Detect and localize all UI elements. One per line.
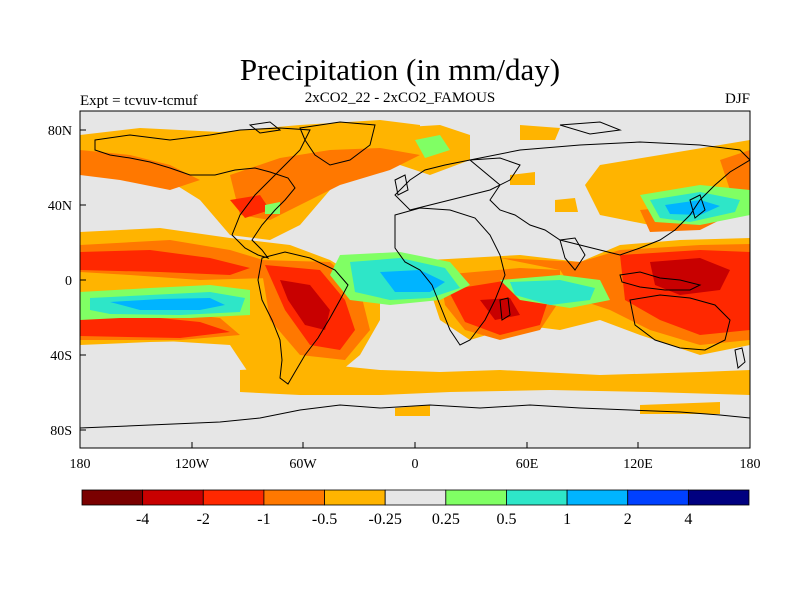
colorbar-swatch bbox=[142, 489, 204, 506]
colorbar: -4 -2 -1 -0.5 -0.25 0.25 0.5 1 2 4 bbox=[81, 489, 750, 528]
x-tick-label: 120W bbox=[175, 457, 210, 472]
contour-level-pos1 bbox=[110, 200, 720, 310]
map-plot-area bbox=[80, 111, 750, 448]
colorbar-swatch bbox=[384, 489, 447, 506]
colorbar-label: -1 bbox=[257, 511, 270, 528]
y-tick-label: 40S bbox=[50, 349, 72, 364]
colorbar-label: -2 bbox=[197, 511, 210, 528]
chart-subtitle: 2xCO2_22 - 2xCO2_FAMOUS bbox=[304, 90, 496, 106]
colorbar-swatch bbox=[687, 489, 750, 506]
season-label: DJF bbox=[724, 91, 750, 107]
y-tick-label: 80N bbox=[48, 124, 72, 139]
colorbar-label: 0.25 bbox=[432, 511, 460, 528]
x-tick-label: 0 bbox=[412, 457, 419, 472]
experiment-label: Expt = tcvuv-tcmuf bbox=[80, 93, 198, 109]
colorbar-label: -0.5 bbox=[312, 511, 337, 528]
colorbar-swatch bbox=[627, 489, 689, 506]
colorbar-swatch bbox=[506, 489, 568, 506]
colorbar-label: 0.5 bbox=[496, 511, 516, 528]
colorbar-swatch bbox=[263, 489, 325, 506]
colorbar-swatch bbox=[566, 489, 629, 506]
chart-title: Precipitation (in mm/day) bbox=[239, 52, 561, 87]
colorbar-label: 1 bbox=[563, 511, 571, 528]
x-tick-label: 120E bbox=[623, 457, 653, 472]
colorbar-swatch bbox=[445, 489, 507, 506]
colorbar-swatch bbox=[202, 489, 265, 506]
y-tick-label: 80S bbox=[50, 424, 72, 439]
y-axis-labels: 80N 40N 0 40S 80S bbox=[48, 124, 72, 439]
x-tick-label: 180 bbox=[740, 457, 761, 472]
colorbar-label: -0.25 bbox=[369, 511, 402, 528]
colorbar-label: -4 bbox=[136, 511, 149, 528]
colorbar-label: 4 bbox=[684, 511, 692, 528]
axis-ticks bbox=[79, 129, 751, 448]
colorbar-swatch bbox=[324, 489, 386, 506]
colorbar-label: 2 bbox=[624, 511, 632, 528]
x-tick-label: 60E bbox=[516, 457, 539, 472]
x-axis-labels: 180 120W 60W 0 60E 120E 180 bbox=[70, 457, 761, 472]
x-tick-label: 180 bbox=[70, 457, 91, 472]
y-tick-label: 0 bbox=[65, 274, 72, 289]
y-tick-label: 40N bbox=[48, 199, 72, 214]
coastlines bbox=[80, 121, 750, 429]
x-tick-label: 60W bbox=[289, 457, 317, 472]
colorbar-swatch bbox=[81, 489, 144, 506]
